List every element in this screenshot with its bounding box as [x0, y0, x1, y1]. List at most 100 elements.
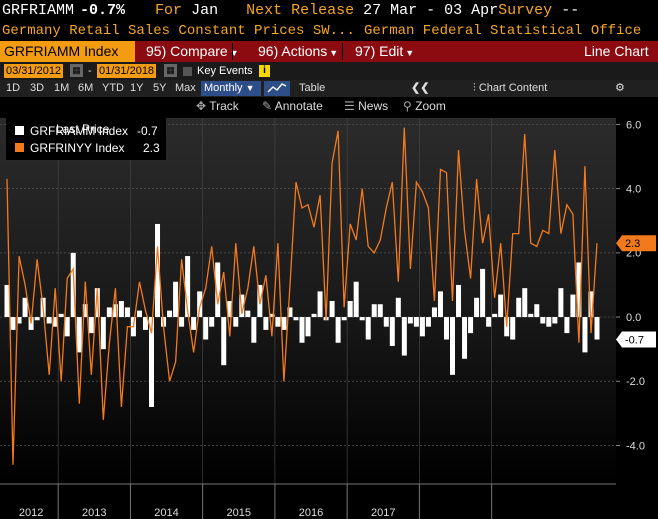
security-field[interactable]: GRFRIAMM Index — [0, 41, 135, 62]
edit-menu[interactable]: 97) Edit ▼ — [349, 41, 414, 62]
legend-swatch-grfriamm — [15, 126, 24, 135]
bar — [528, 313, 534, 318]
legend-label-grfriamm: GRFRIAMM Index — [30, 124, 128, 138]
table-button[interactable]: Table — [299, 82, 326, 94]
track-tool[interactable]: ✥ Track — [196, 97, 239, 116]
pencil-icon: ✎ — [262, 99, 273, 113]
zoom-tool[interactable]: ⚲ Zoom — [403, 97, 446, 116]
last-value-tags: 2.3 -0.7 — [616, 235, 656, 348]
x-tick-label: 2015 — [227, 507, 251, 519]
bar — [413, 317, 419, 327]
info-icon[interactable]: i — [259, 65, 270, 77]
bar — [209, 317, 215, 327]
y-tick-label: -4.0 — [626, 440, 645, 452]
period-button-ytd[interactable]: YTD — [102, 82, 124, 94]
bar — [239, 294, 245, 318]
bar — [564, 317, 570, 334]
gear-icon[interactable]: ⚙ — [615, 82, 625, 94]
bar — [456, 284, 462, 318]
last-grfriamm-tag — [616, 331, 656, 348]
bar — [16, 317, 22, 324]
bar — [474, 297, 480, 318]
bar — [450, 317, 456, 375]
news-label: News — [358, 99, 389, 113]
line-chart-icon[interactable] — [264, 81, 290, 96]
annotate-label: Annotate — [274, 99, 323, 113]
chevron-down-icon: ▼ — [245, 83, 255, 93]
y-axis: 6.04.02.00.0-2.0-4.0 — [616, 118, 658, 484]
y-tick-label: 4.0 — [626, 183, 641, 195]
x-tick-label: 2014 — [154, 507, 178, 519]
plot-background — [0, 118, 616, 484]
bar — [552, 317, 558, 324]
period-button-6m[interactable]: 6M — [78, 82, 94, 94]
bar — [275, 317, 281, 327]
bar — [136, 310, 142, 318]
bar — [341, 317, 347, 321]
bar — [88, 317, 94, 334]
period-button-1y[interactable]: 1Y — [130, 82, 144, 94]
period-button-max[interactable]: Max — [175, 82, 196, 94]
bar — [359, 317, 365, 321]
bar — [383, 317, 389, 327]
search-icon: ⚲ — [403, 99, 412, 113]
bar — [227, 301, 233, 318]
bar — [498, 294, 504, 318]
calendar-icon[interactable]: ▦ — [70, 64, 83, 77]
bar — [263, 317, 269, 330]
collapse-left-icon[interactable]: ❮❮ — [411, 82, 430, 94]
bar — [419, 317, 425, 337]
x-axis: 2012 2013 2014 2015 2016 2017 — [0, 483, 658, 519]
news-tool[interactable]: ☰ News — [344, 97, 388, 116]
period-button-1d[interactable]: 1D — [6, 82, 21, 94]
legend-value-grfriamm: -0.7 — [137, 124, 158, 138]
chart-tools-bar: ✥ Track ✎ Annotate ☰ News ⚲ Zoom — [0, 97, 658, 118]
bar — [516, 297, 522, 318]
start-date-field[interactable]: 03/31/2012 — [4, 64, 64, 78]
date-dash: - — [88, 65, 92, 77]
actions-menu[interactable]: 96) Actions ▼ — [252, 41, 338, 62]
security-header: GRFRIAMM -0.7% For Jan Next Release 27 Mar … — [0, 0, 658, 21]
frequency-select[interactable]: Monthly ▼ — [201, 81, 261, 96]
key-events-checkbox[interactable] — [183, 67, 192, 76]
x-tick-label: 2013 — [82, 507, 106, 519]
data-source: German Federal Statistical Office — [364, 23, 642, 39]
annotate-tool[interactable]: ✎ Annotate — [262, 97, 323, 116]
bar — [546, 317, 552, 327]
compare-menu[interactable]: 95) Compare ▼ — [140, 41, 239, 62]
last-value: -0.7% — [80, 2, 126, 19]
bar — [311, 313, 317, 318]
bar — [407, 317, 413, 324]
bar — [203, 317, 209, 340]
bar — [335, 317, 341, 343]
news-icon: ☰ — [344, 99, 355, 113]
bar — [594, 317, 600, 340]
period-button-3d[interactable]: 3D — [30, 82, 45, 94]
bar — [329, 301, 335, 318]
bar — [534, 304, 540, 318]
chevron-down-icon: ▼ — [329, 48, 339, 58]
legend-label-grfrinyy: GRFRINYY Index — [30, 141, 124, 155]
chart-content-button[interactable]: ⫶ Chart Content — [470, 81, 550, 96]
chevron-down-icon: ▼ — [229, 48, 239, 58]
end-date-field[interactable]: 01/31/2018 — [97, 64, 157, 78]
period-value: Jan — [191, 2, 219, 19]
chart-area[interactable]: 6.04.02.00.0-2.0-4.0 2012 2013 2014 2015 201… — [0, 118, 658, 519]
crosshair-icon: ✥ — [196, 99, 207, 113]
calendar-icon[interactable]: ▦ — [164, 64, 177, 77]
divider — [232, 43, 233, 60]
date-range-bar: 03/31/2012 ▦ - 01/31/2018 ▦ Key Events i — [0, 62, 658, 80]
security-description: Germany Retail Sales Constant Prices SW.… — [2, 23, 355, 39]
bar — [142, 317, 148, 330]
chart-type-label[interactable]: Line Chart — [584, 43, 649, 59]
bar — [251, 317, 257, 343]
period-button-5y[interactable]: 5Y — [153, 82, 167, 94]
bar — [58, 313, 64, 318]
x-tick-label: 2017 — [371, 507, 395, 519]
legend-background — [6, 118, 166, 160]
track-label: Track — [209, 99, 239, 113]
bar — [82, 304, 88, 318]
period-button-1m[interactable]: 1M — [54, 82, 70, 94]
bar — [588, 291, 594, 318]
bar — [52, 317, 58, 327]
